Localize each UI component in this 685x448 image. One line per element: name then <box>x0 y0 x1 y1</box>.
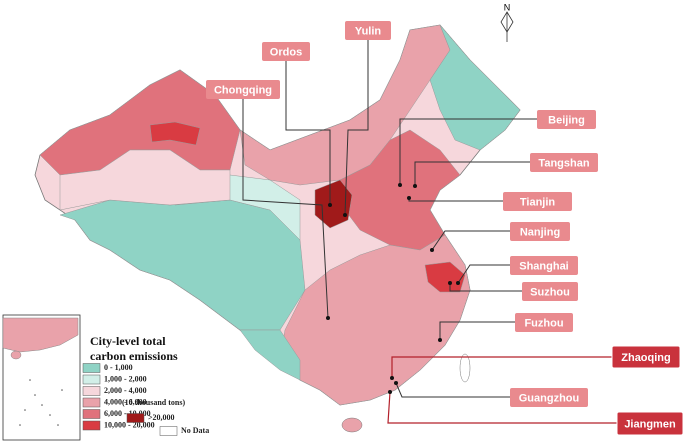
callout-line <box>242 99 329 319</box>
city-label-box <box>206 80 280 99</box>
city-label-box <box>510 388 588 407</box>
north-label: N <box>504 2 511 12</box>
city-label: Tianjin <box>520 196 556 208</box>
legend-label: 4,000 - 6,000 <box>104 397 147 406</box>
callout-line <box>344 40 369 216</box>
legend-swatch <box>82 397 101 408</box>
inset-island <box>10 350 22 360</box>
legend-swatch <box>82 374 101 385</box>
region-karamay <box>149 121 201 146</box>
city-point <box>343 213 347 217</box>
legend-title: City-level total <box>90 334 166 348</box>
legend-title: carbon emissions <box>90 349 178 363</box>
legend-label: 1,000 - 2,000 <box>104 374 147 383</box>
city-label-box <box>522 282 578 301</box>
legend-label: >20,000 <box>148 413 175 422</box>
city-label: Shanghai <box>519 260 569 272</box>
region-yangtze-delta <box>424 261 466 293</box>
legend-unit: (10 thousand tons) <box>122 398 185 407</box>
callout-line <box>431 230 510 251</box>
city-label: Jiangmen <box>624 418 676 430</box>
city-label-box <box>515 313 573 332</box>
city-label-box <box>345 21 391 40</box>
city-point <box>398 183 402 187</box>
legend-swatch <box>82 386 101 396</box>
inset-land <box>2 317 79 353</box>
legend-swatch <box>159 426 178 436</box>
callout-line <box>395 382 510 398</box>
city-point <box>456 281 460 285</box>
city-label: Ordos <box>270 46 302 58</box>
legend-swatch <box>126 413 145 423</box>
region-xinjiang-south <box>59 149 231 211</box>
city-point <box>430 248 434 252</box>
north-arrow: N <box>500 2 514 42</box>
callout-line <box>439 321 515 340</box>
city-point <box>328 203 332 207</box>
city-label: Fuzhou <box>524 317 563 329</box>
city-point <box>390 376 394 380</box>
city-label-box <box>530 153 598 172</box>
legend-swatch <box>82 409 101 419</box>
callout-line <box>399 118 537 185</box>
city-label: Suzhou <box>530 286 570 298</box>
callout-line <box>457 264 510 284</box>
city-point <box>448 281 452 285</box>
city-point <box>407 196 411 200</box>
legend-swatch <box>82 420 101 431</box>
city-label: Yulin <box>355 25 382 37</box>
region-ordos-yulin <box>314 179 353 229</box>
legend-label: No Data <box>181 426 209 435</box>
callout-line <box>391 356 612 378</box>
callout-line <box>285 61 331 205</box>
city-point <box>438 338 442 342</box>
city-label-box <box>611 345 681 369</box>
city-point <box>326 316 330 320</box>
city-label: Guangzhou <box>519 392 580 404</box>
city-label-box <box>503 192 572 211</box>
city-point <box>394 381 398 385</box>
legend-swatch <box>82 363 101 373</box>
city-label: Beijing <box>548 114 585 126</box>
city-point <box>388 390 392 394</box>
taiwan <box>459 353 471 383</box>
callout-line <box>387 391 617 424</box>
hainan <box>341 417 363 433</box>
city-label-box <box>616 411 684 436</box>
legend-label: 10,000 - 20,000 <box>104 420 155 429</box>
city-point <box>413 184 417 188</box>
city-label-box <box>510 256 578 275</box>
region-southwest <box>239 329 301 381</box>
legend-label: 0 - 1,000 <box>104 363 133 372</box>
inset-islands <box>19 379 63 426</box>
city-label-box <box>537 110 596 129</box>
callout-line <box>449 283 522 292</box>
city-label: Zhaoqing <box>621 352 671 364</box>
callout-line <box>414 161 530 186</box>
city-label: Chongqing <box>214 84 272 96</box>
city-label: Tangshan <box>538 157 589 169</box>
region-north-plain <box>339 129 461 251</box>
city-label-box <box>510 222 570 241</box>
city-label: Nanjing <box>520 226 560 238</box>
city-label-box <box>262 42 310 61</box>
callouts: Yulin Ordos Chongqing Beijing Tangshan Tianji… <box>206 21 684 436</box>
legend-label: 2,000 - 4,000 <box>104 386 147 395</box>
region-tibet <box>59 199 306 331</box>
